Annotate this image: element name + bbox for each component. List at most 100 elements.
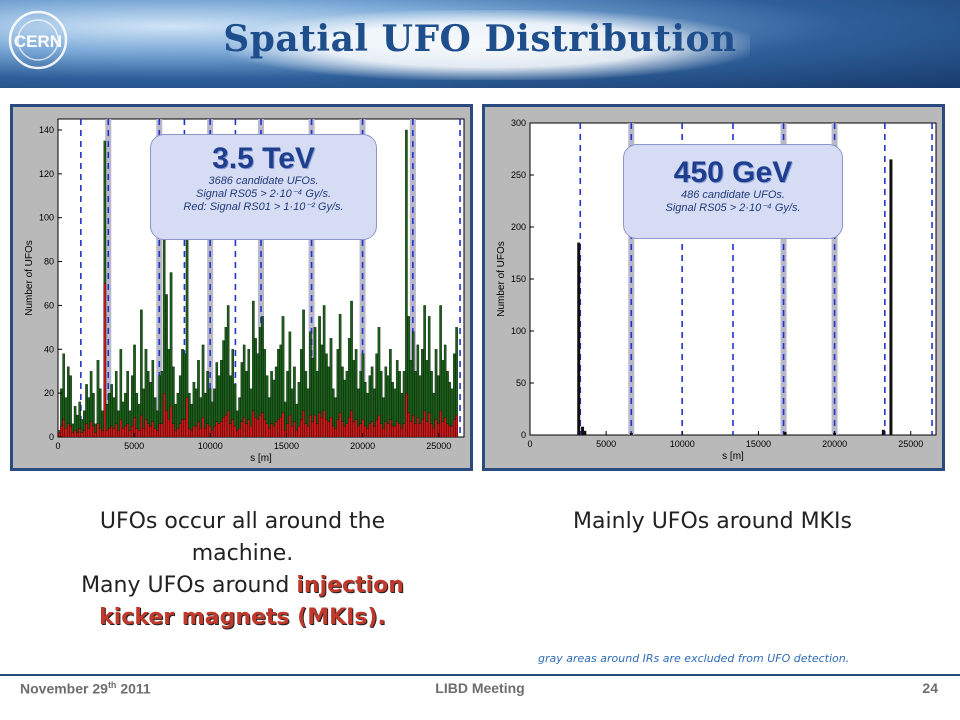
left-bar-red xyxy=(181,419,184,438)
left-bar-red xyxy=(400,428,404,438)
left-bar-red xyxy=(192,425,196,438)
left-bar-red xyxy=(188,428,191,438)
left-bar-red xyxy=(384,421,388,438)
callout-right: 450 GeV 486 candidate UFOs. Signal RS05 … xyxy=(623,144,843,239)
left-bar-red xyxy=(313,414,317,438)
left-bar-red xyxy=(98,428,102,438)
left-bar-red xyxy=(402,423,406,438)
left-bar-red xyxy=(393,425,397,438)
left-bar-red xyxy=(405,392,408,438)
caption-right: Mainly UFOs around MKIs xyxy=(573,509,852,534)
left-bar-red xyxy=(160,423,164,438)
left-ytick-label: 140 xyxy=(39,125,54,135)
left-bar-red xyxy=(217,423,221,438)
right-xtick-label: 25000 xyxy=(898,439,923,449)
left-bar-red xyxy=(366,428,369,438)
left-bar-red xyxy=(373,425,376,438)
left-x-axis-label: s [m] xyxy=(250,453,272,464)
left-bar-red xyxy=(409,421,413,438)
left-bar-red xyxy=(156,430,159,438)
left-bar-red xyxy=(441,421,445,438)
left-bar-red xyxy=(137,430,141,438)
left-bar-red xyxy=(110,425,113,438)
left-ytick-label: 80 xyxy=(44,257,54,267)
left-bar-red xyxy=(347,417,351,438)
left-y-axis-label: Number of UFOs xyxy=(24,240,35,316)
left-bar-red xyxy=(453,419,456,438)
left-bar-red xyxy=(71,432,75,438)
left-ytick-label: 120 xyxy=(39,169,54,179)
left-bar-red xyxy=(124,425,127,438)
left-bar-red xyxy=(411,414,415,438)
left-bar-red xyxy=(446,423,449,438)
left-ytick-label: 40 xyxy=(44,344,54,354)
left-xtick-label: 5000 xyxy=(124,441,144,451)
left-bar-red xyxy=(281,412,285,438)
left-bar-red xyxy=(443,417,447,438)
left-bar-red xyxy=(82,430,86,438)
left-ytick-label: 60 xyxy=(44,300,54,310)
left-bar-red xyxy=(231,419,235,438)
left-bar-red xyxy=(341,421,344,438)
header-banner: CERN Spatial UFO Distribution xyxy=(0,0,960,88)
left-bar-red xyxy=(222,417,225,438)
left-xtick-label: 25000 xyxy=(426,441,451,451)
callout-energy-left: 3.5 TeV xyxy=(212,142,315,175)
left-bar-red xyxy=(151,421,155,438)
left-bar-red xyxy=(165,410,168,438)
left-bar-red xyxy=(162,392,166,438)
caption-left-line2: machine. xyxy=(191,541,294,566)
left-bar-red xyxy=(226,410,230,438)
left-bar-red xyxy=(101,430,104,438)
left-bar-red xyxy=(130,425,134,438)
callout-line3-left: Red: Signal RS01 > 1·10⁻² Gy/s. xyxy=(183,201,344,213)
right-ytick-label: 200 xyxy=(511,222,526,232)
left-bar-red xyxy=(379,423,383,438)
caption-left-highlight: injection xyxy=(296,573,404,598)
caption-left-line4: kicker magnets (MKIs). xyxy=(99,605,386,630)
left-bar-red xyxy=(229,423,232,438)
left-bar-red xyxy=(343,425,346,438)
left-bar-red xyxy=(329,417,333,438)
chart-left: 0 20 40 60 80 100 120 140 0 5000 10000 15000 20000 25… xyxy=(24,118,465,464)
left-bar-red xyxy=(434,419,438,438)
left-bar-red xyxy=(87,428,91,438)
logo-text: CERN xyxy=(14,32,62,51)
left-bar-red xyxy=(73,430,77,438)
footer-rule xyxy=(0,674,960,676)
left-bar-red xyxy=(368,423,372,438)
callout-line2-right: Signal RS05 > 2·10⁻⁴ Gy/s. xyxy=(665,202,801,214)
left-bar-red xyxy=(96,423,100,438)
left-bar-red xyxy=(331,425,335,438)
left-bar-red xyxy=(60,425,63,438)
left-bar-red xyxy=(299,419,303,438)
left-bar-red xyxy=(318,412,321,438)
left-bar-red xyxy=(62,419,66,438)
left-bar-red xyxy=(455,414,458,438)
caption-left-line3: Many UFOs around injection xyxy=(20,570,465,602)
left-bar-red xyxy=(119,419,123,438)
left-bar-red xyxy=(135,428,139,438)
left-bar-red xyxy=(85,423,88,438)
left-bar-red xyxy=(233,425,237,438)
left-bar-red xyxy=(448,425,452,438)
left-bar-red xyxy=(304,423,308,438)
left-bar-red xyxy=(425,421,429,438)
right-bar xyxy=(881,429,885,435)
page-title: Spatial UFO Distribution xyxy=(223,18,737,60)
footer-date-year: 2011 xyxy=(116,680,151,697)
left-bar-red xyxy=(297,425,301,438)
left-bar-red xyxy=(89,421,93,438)
left-bar-red xyxy=(261,412,264,438)
left-bar-red xyxy=(350,410,353,438)
left-bar-red xyxy=(199,428,203,438)
left-bar-red xyxy=(178,423,182,438)
left-bar-red xyxy=(423,410,426,438)
right-xtick-label: 15000 xyxy=(746,439,771,449)
left-bar-red xyxy=(190,430,193,438)
left-bar-red xyxy=(197,421,200,438)
left-bar-red xyxy=(450,425,454,438)
left-bar-red xyxy=(185,397,189,438)
right-bar xyxy=(581,426,585,435)
left-bar-red xyxy=(272,425,276,438)
